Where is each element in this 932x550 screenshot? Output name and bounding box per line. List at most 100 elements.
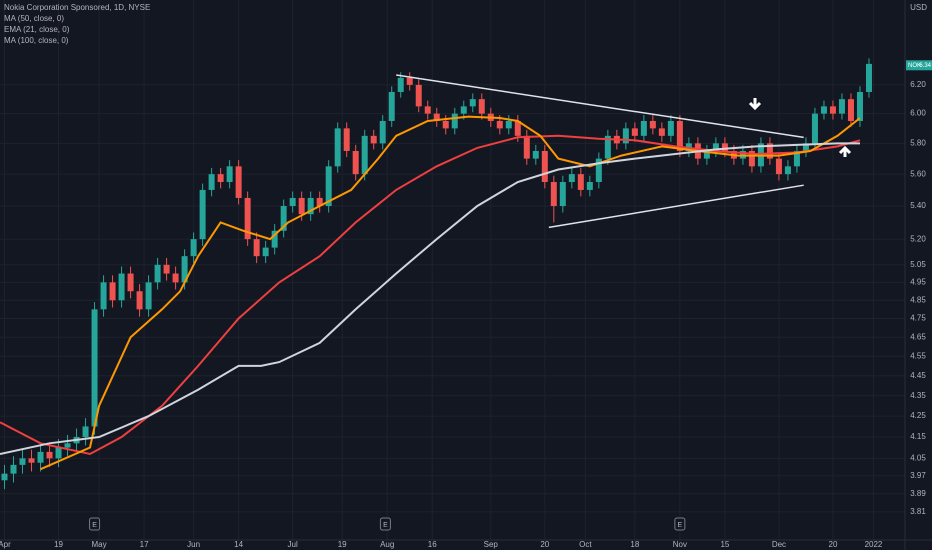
candle-body (244, 197, 251, 240)
x-tick-label: 18 (630, 540, 639, 549)
x-tick-label: 2022 (865, 540, 883, 549)
series-line (40, 115, 861, 471)
candle-body (415, 84, 422, 107)
candle-body (388, 91, 395, 121)
y-tick-label: 4.95 (910, 277, 926, 286)
y-tick-label: 6.00 (910, 109, 926, 118)
trendline (396, 74, 804, 139)
chart-title: Nokia Corporation Sponsored, 1D, NYSE (4, 3, 150, 12)
candle-body (217, 174, 224, 183)
x-tick-label: Jun (187, 540, 200, 549)
candle-body (127, 273, 134, 292)
candle-body (631, 128, 638, 136)
candle-body (298, 197, 305, 215)
y-tick-label: 4.65 (910, 332, 926, 341)
x-tick-label: Apr (0, 540, 11, 549)
x-tick-label: May (91, 540, 106, 549)
candle-body (559, 182, 566, 207)
candle-body (343, 128, 350, 151)
y-tick-label: 4.35 (910, 391, 926, 400)
y-tick-label: 3.89 (910, 489, 926, 498)
candle-body (514, 120, 521, 136)
candle-body (604, 135, 611, 159)
candle-body (118, 273, 125, 301)
y-tick-label: 3.81 (910, 507, 926, 516)
candle-body (397, 77, 404, 92)
x-tick-label: 17 (140, 540, 149, 549)
candle-body (523, 135, 530, 159)
y-tick-label: 4.45 (910, 371, 926, 380)
candle-body (136, 291, 143, 310)
candle-body (649, 120, 656, 129)
candle-body (712, 143, 719, 151)
y-tick-label: 5.20 (910, 234, 926, 243)
x-tick-label: 16 (428, 540, 437, 549)
earnings-marker (379, 517, 391, 531)
candle-body (667, 120, 674, 136)
candle-body (568, 174, 575, 183)
candle-body (325, 166, 332, 207)
y-tick-label: 3.97 (910, 471, 926, 480)
candle-body (289, 197, 296, 207)
candle-body (424, 106, 431, 114)
arrow-down (748, 98, 762, 111)
plot (0, 58, 872, 490)
candle-body (208, 174, 215, 190)
y-tick-label: 4.85 (910, 295, 926, 304)
legend-entry: EMA (21, close, 0) (4, 25, 70, 34)
candle-body (181, 256, 188, 283)
x-tick-label: 19 (54, 540, 63, 549)
y-tick-label: 4.05 (910, 453, 926, 462)
candle-body (334, 128, 341, 167)
price-tag-symbol: NOK (908, 63, 921, 69)
candle-body (577, 174, 584, 190)
candle-body (280, 206, 287, 231)
legend-entry: MA (100, close, 0) (4, 36, 69, 45)
candle-body (676, 120, 683, 151)
x-tick-label: Oct (579, 540, 592, 549)
candle-body (271, 230, 278, 248)
x-tick-label: Sep (484, 540, 499, 549)
candle-body (802, 143, 809, 151)
candle-body (838, 99, 845, 114)
candle-body (442, 120, 449, 129)
candle-body (100, 282, 107, 310)
candle-body (532, 150, 539, 159)
candle-body (154, 264, 161, 283)
y-tick-label: 6.20 (910, 80, 926, 89)
series-line (0, 142, 860, 455)
x-tick-label: Aug (380, 540, 394, 549)
legend-entry: MA (50, close, 0) (4, 14, 64, 23)
candle-body (262, 247, 269, 257)
candle-body (748, 150, 755, 167)
y-tick-label: 5.80 (910, 138, 926, 147)
y-tick-label: 4.75 (910, 314, 926, 323)
price-tag (906, 60, 932, 71)
earnings-label: E (383, 522, 388, 529)
candle-body (316, 197, 323, 207)
price-tag-value: 6.34 (919, 63, 931, 69)
candle-body (505, 120, 512, 129)
candle-body (109, 282, 116, 301)
candle-body (46, 451, 53, 459)
candle-body (19, 458, 26, 465)
candle-body (406, 77, 413, 85)
candle-body (721, 143, 728, 151)
candle-body (199, 189, 206, 240)
candle-body (37, 451, 44, 463)
candle-body (226, 166, 233, 183)
y-tick-label: 5.05 (910, 260, 926, 269)
earnings-marker (89, 517, 101, 531)
candle-body (307, 197, 314, 215)
x-tick-label: 14 (234, 540, 243, 549)
x-tick-label: 19 (338, 540, 347, 549)
candle-body (703, 150, 710, 159)
y-tick-label: 5.40 (910, 201, 926, 210)
candle-body (847, 99, 854, 121)
candle-body (55, 447, 62, 459)
candle-body (820, 106, 827, 114)
candle-body (469, 99, 476, 107)
x-tick-label: Dec (772, 540, 786, 549)
